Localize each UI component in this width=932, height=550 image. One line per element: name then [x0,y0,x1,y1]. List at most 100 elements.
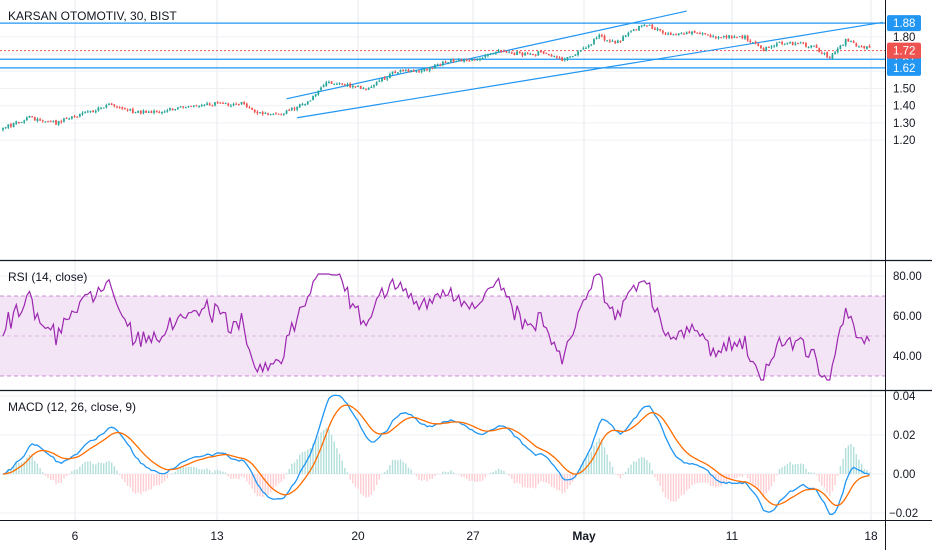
candle [524,51,526,57]
macd-hist-bar [434,474,436,476]
candle [860,45,863,48]
candle [680,32,683,35]
macd-hist-bar [640,457,643,474]
channel-upper-line[interactable] [286,10,687,100]
candle [611,39,614,42]
macd-hist-bar [103,463,105,474]
y-axis[interactable]: 1.201.301.401.501.601.701.8040.0060.0080… [889,32,922,520]
candle [357,85,359,87]
macd-hist-bar [582,460,585,474]
candle [18,121,20,124]
macd-hist-bar [770,474,773,487]
candle [153,109,155,115]
macd-hist-bar [399,459,402,474]
candle [839,44,842,50]
macd-hist-bar [169,473,171,475]
trend-channel[interactable] [286,10,883,119]
candle [778,41,781,43]
macd-hist-bar [611,466,614,474]
candle [736,36,738,39]
macd-hist-bar [264,474,267,495]
candle [447,61,450,65]
macd-hist-bar [802,464,804,474]
macd-hist-bar [174,471,176,474]
macd-hist-bar [95,464,97,474]
macd-hist-bar [633,461,635,474]
candle [4,126,7,129]
candle [373,84,375,89]
macd-tick-label: −0.02 [889,508,918,520]
candle [656,27,659,32]
macd-hist-bar [625,471,627,474]
candle [622,35,624,42]
macd-hist-bar [235,474,237,479]
macd-hist-bar [426,474,428,482]
macd-hist-bar [741,474,744,478]
candle [381,77,383,83]
macd-hist-bar [852,446,855,474]
candle [41,119,44,123]
candle [518,51,521,54]
macd-hist-bar [89,461,92,474]
candle [386,76,389,81]
candle [463,58,465,63]
candle [235,102,238,105]
macd-title: MACD (12, 26, close, 9) [8,400,136,414]
macd-hist-bar [312,443,314,474]
macd-hist-bar [118,474,121,475]
candle [810,44,813,49]
macd-hist-bar [349,474,351,480]
macd-hist-bar [662,474,664,493]
macd-hist-bar [352,474,354,484]
macd-hist-bar [622,474,624,475]
candle [765,46,768,52]
candle [696,32,699,34]
candle [577,50,579,57]
candle [500,49,503,53]
candles[interactable] [2,23,871,132]
candle [113,103,116,108]
candle [134,111,137,114]
candle [296,106,299,112]
candle [606,40,609,42]
macd-hist-bar [500,469,502,474]
price-panel[interactable]: KARSAN OTOMOTIV, 30, BIST [0,9,885,132]
macd-panel[interactable]: MACD (12, 26, close, 9) [2,394,871,515]
x-axis[interactable]: 6 13 20 27 May 11 18 [72,529,878,543]
macd-hist-bar [375,474,378,485]
channel-lower-line[interactable] [297,21,883,119]
candle [802,41,805,45]
macd-hist-bar [595,441,598,474]
last-price-badge: 1.72 [887,42,921,59]
candle [540,49,542,53]
x-tick-label: May [572,529,596,543]
candle [267,112,269,116]
macd-hist-bar [344,467,346,474]
candle [733,35,736,39]
candle [12,122,15,128]
macd-hist-bar [428,474,431,480]
macd-hist-bar [158,474,161,486]
rsi-panel[interactable]: RSI (14, close) [0,270,885,381]
candle [714,36,717,40]
candle [389,72,391,79]
candle [230,104,232,108]
candle [402,69,405,72]
horizontal-levels[interactable] [0,22,885,69]
macd-hist-bar [418,474,420,481]
price-badges: 1.881.671.621.72 [887,15,921,76]
candle [744,34,746,40]
macd-hist-bar [394,459,396,474]
candle [688,30,691,34]
candle [73,114,76,118]
candle [855,42,858,47]
candle [741,34,744,40]
candle [807,46,810,49]
candle [752,42,754,44]
macd-hist-bar [450,470,452,474]
svg-text:1.62: 1.62 [893,63,915,75]
macd-hist-bar [614,473,616,475]
macd-hist-bar [262,474,264,497]
macd-hist-bar [187,466,190,474]
